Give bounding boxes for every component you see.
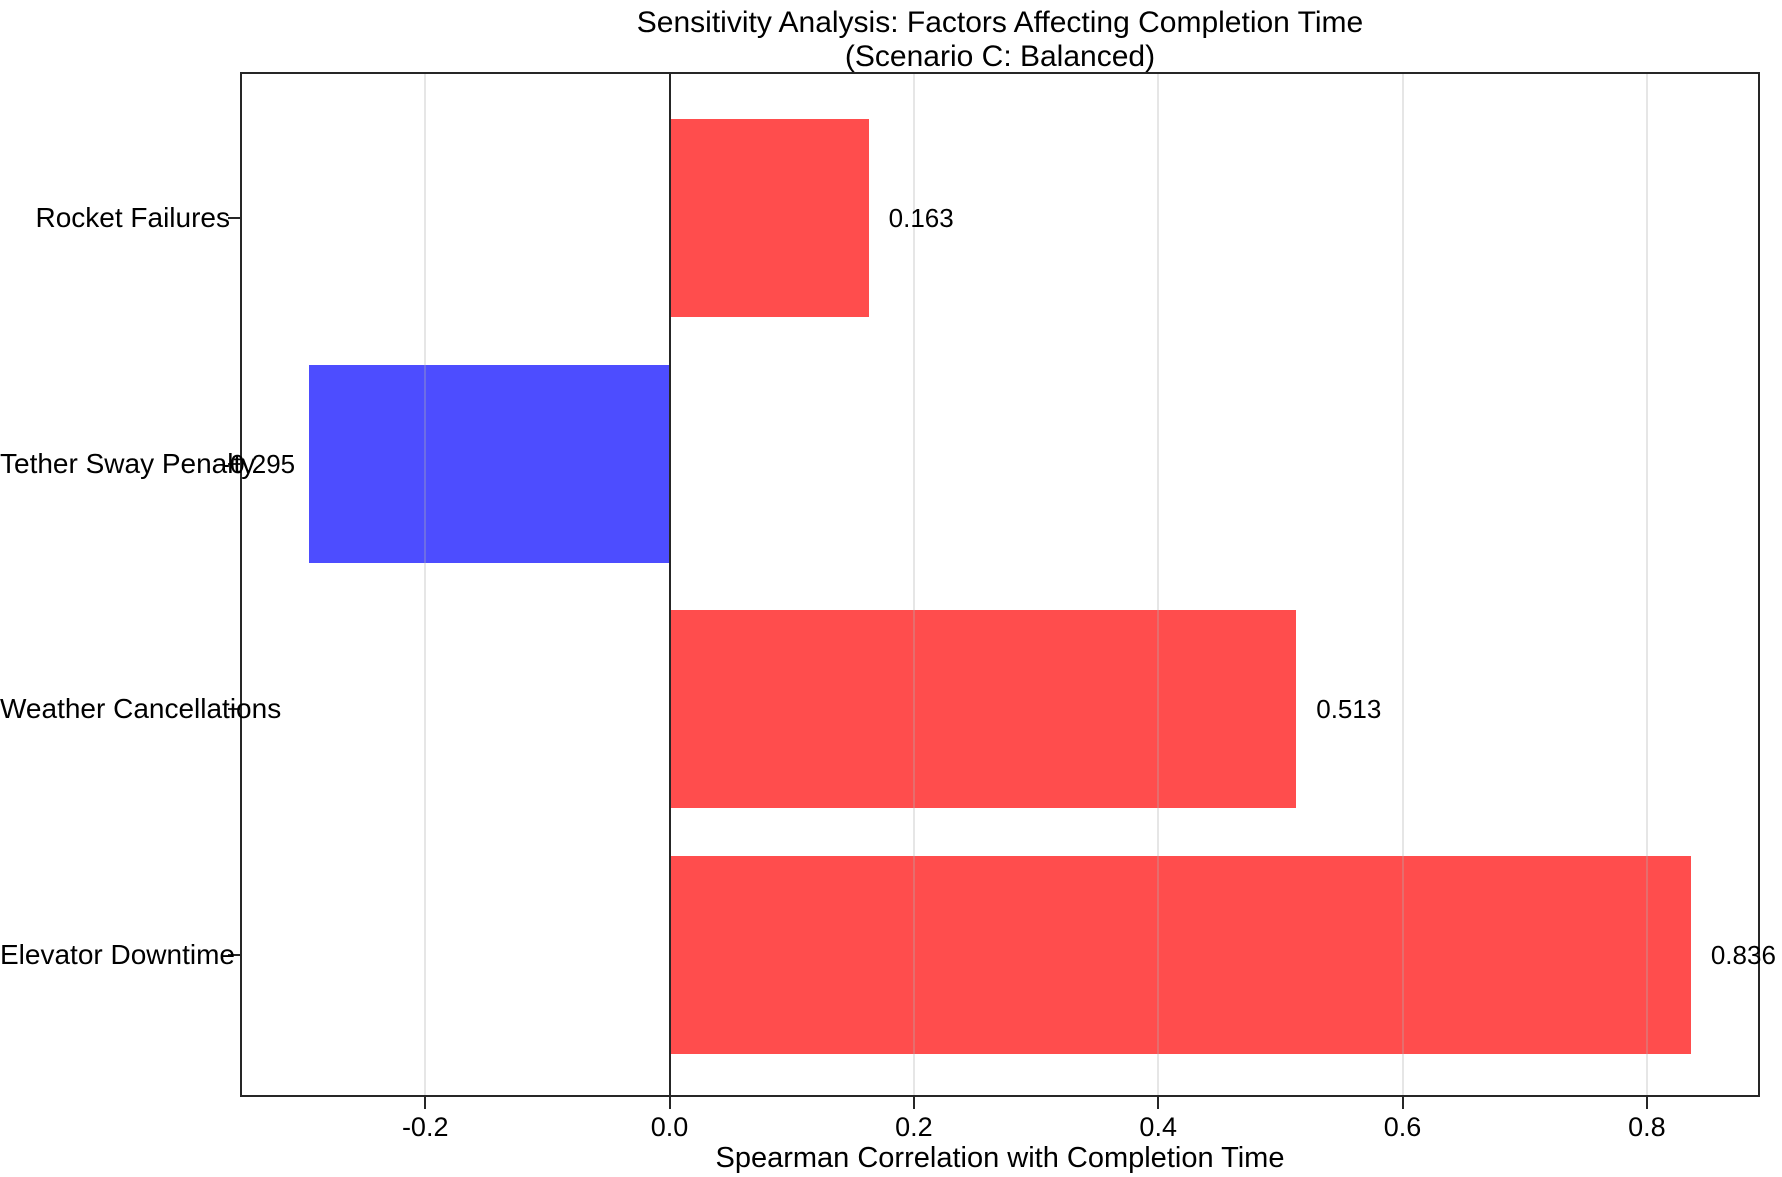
y-tick-mark <box>228 708 240 711</box>
y-tick-mark <box>228 462 240 465</box>
x-tick-label: 0.2 <box>895 1112 933 1142</box>
value-label: 0.163 <box>888 203 954 233</box>
bar-elevator-downtime <box>669 855 1691 1054</box>
y-tick-label: Elevator Downtime <box>0 938 235 970</box>
y-tick-label: Weather Cancellations <box>0 693 282 725</box>
x-tick-mark <box>912 1097 915 1109</box>
x-tick-label: 0.8 <box>1628 1112 1666 1142</box>
x-tick-label: 0.6 <box>1383 1112 1422 1142</box>
value-label: -0.295 <box>221 448 296 479</box>
chart-title-block: Sensitivity Analysis: Factors Affecting … <box>240 6 1760 74</box>
grid-line <box>1401 72 1404 1097</box>
bar-tether-sway-penalty <box>309 364 670 563</box>
x-tick-mark <box>1401 1097 1404 1109</box>
y-tick-label: Tether Sway Penalty <box>0 447 256 479</box>
x-axis-label: Spearman Correlation with Completion Tim… <box>715 1142 1285 1174</box>
chart-subtitle: (Scenario C: Balanced) <box>844 40 1156 73</box>
grid-line <box>424 72 427 1097</box>
bar-rocket-failures <box>669 119 869 317</box>
grid-line <box>1157 72 1160 1097</box>
grid-line <box>1645 72 1648 1097</box>
bar-weather-cancellations <box>669 610 1297 809</box>
x-tick-mark <box>1157 1097 1160 1109</box>
x-tick-label: -0.2 <box>401 1112 449 1142</box>
chart-title: Sensitivity Analysis: Factors Affecting … <box>636 6 1364 39</box>
x-tick-mark <box>424 1097 427 1109</box>
zero-baseline <box>668 72 671 1097</box>
y-tick-mark <box>228 953 240 956</box>
x-tick-mark <box>1645 1097 1648 1109</box>
value-label: 0.836 <box>1710 939 1776 970</box>
y-tick-mark <box>228 217 240 219</box>
grid-line <box>912 72 915 1097</box>
x-tick-label: 0.0 <box>650 1112 689 1142</box>
value-label: 0.513 <box>1316 694 1382 725</box>
x-tick-label: 0.4 <box>1139 1112 1177 1142</box>
x-tick-mark <box>668 1097 671 1109</box>
y-tick-label: Rocket Failures <box>35 202 230 233</box>
